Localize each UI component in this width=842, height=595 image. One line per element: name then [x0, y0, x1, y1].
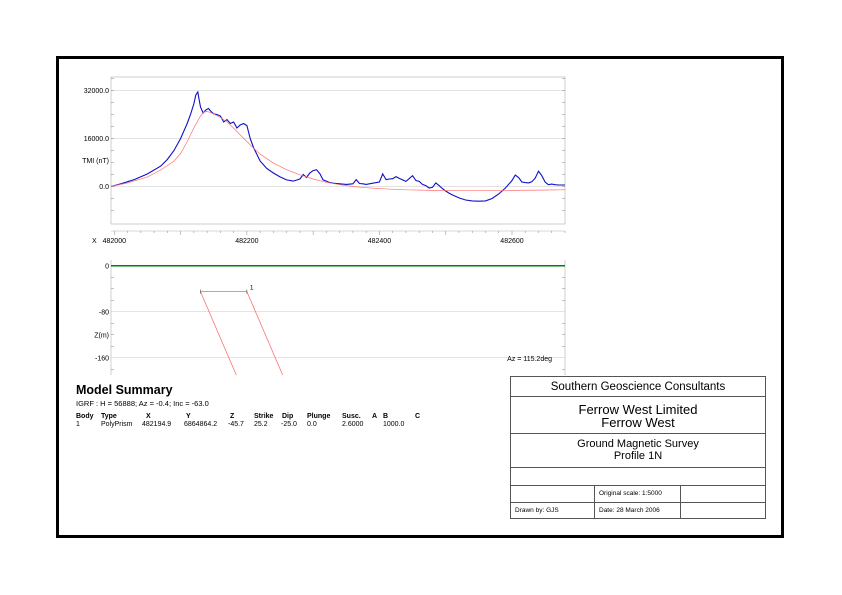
- tmi-y-tick-label: 0.0: [99, 184, 109, 191]
- header-susc: Susc.: [342, 413, 361, 420]
- header-type: Type: [101, 413, 117, 420]
- body-label: 1: [250, 285, 254, 292]
- cell-z: -45.7: [228, 421, 244, 428]
- cell-plunge: 0.0: [307, 421, 317, 428]
- client-block: Ferrow West Limited Ferrow West: [511, 397, 765, 434]
- depth-y-tick-label: 0: [105, 263, 109, 270]
- profile-name: Profile 1N: [613, 449, 663, 462]
- observed-tmi-line: [110, 90, 565, 202]
- x-axis-label: X: [92, 238, 97, 245]
- x-tick-label: 482000: [103, 238, 126, 245]
- depth-y-tick-label: -160: [95, 355, 109, 362]
- client-name: Ferrow West Limited: [578, 402, 698, 417]
- cell-susc: 2.6000: [342, 421, 364, 428]
- azimuth-label: Az = 115.2deg: [507, 356, 552, 363]
- header-a: A: [372, 413, 378, 420]
- cell-y: 6864864.2: [184, 421, 218, 428]
- header-y: Y: [186, 413, 191, 420]
- survey-block: Ground Magnetic Survey Profile 1N: [511, 434, 765, 468]
- depth-axis-label: Z(m): [94, 332, 109, 339]
- drawn-row: Drawn by: GJS Date: 28 March 2006: [511, 503, 765, 519]
- header-c: C: [415, 413, 421, 420]
- header-body: Body: [76, 413, 94, 420]
- cell-strike: 25.2: [254, 421, 268, 428]
- depth-y-tick-label: -80: [99, 309, 109, 316]
- body-left-edge: [200, 291, 237, 376]
- survey-type: Ground Magnetic Survey: [577, 438, 699, 450]
- title-block: Southern Geoscience Consultants Ferrow W…: [510, 376, 766, 519]
- tmi-y-tick-label: 32000.0: [84, 88, 109, 95]
- date-cell: Date: 28 March 2006: [595, 503, 681, 519]
- map-frame: [56, 56, 784, 538]
- header-x: X: [146, 413, 151, 420]
- calculated-tmi-line: [110, 111, 566, 192]
- header-b: B: [383, 413, 389, 420]
- cell-b: 1000.0: [383, 421, 405, 428]
- x-tick-label: 482400: [368, 238, 391, 245]
- header-plunge: Plunge: [307, 413, 331, 420]
- cell-dip: -25.0: [281, 421, 297, 428]
- summary-title: Model Summary: [76, 383, 173, 397]
- drawn-by-cell: Drawn by: GJS: [511, 503, 595, 519]
- scale-empty-cell: [511, 486, 595, 502]
- blank-row: [511, 468, 765, 486]
- project-name: Ferrow West: [601, 415, 675, 430]
- x-tick-label: 482600: [500, 238, 523, 245]
- company-name: Southern Geoscience Consultants: [511, 377, 765, 397]
- cell-type: PolyPrism: [101, 421, 133, 428]
- scale-row: Original scale: 1:5000: [511, 486, 765, 503]
- tmi-y-tick-label: 16000.0: [84, 136, 109, 143]
- header-z: Z: [230, 413, 235, 420]
- body-right-edge: [246, 291, 283, 376]
- x-tick-label: 482200: [235, 238, 258, 245]
- tmi-plot-frame: [110, 76, 566, 225]
- scale-cell: Original scale: 1:5000: [595, 486, 681, 502]
- cell-body: 1: [76, 421, 80, 428]
- igrf-parameters: IGRF : H = 56888; Az = -0.4; Inc = -63.0: [76, 399, 209, 408]
- tmi-axis-label: TMI (nT): [82, 158, 109, 165]
- cell-x: 482194.9: [142, 421, 172, 428]
- header-strike: Strike: [254, 413, 274, 420]
- header-dip: Dip: [282, 413, 294, 420]
